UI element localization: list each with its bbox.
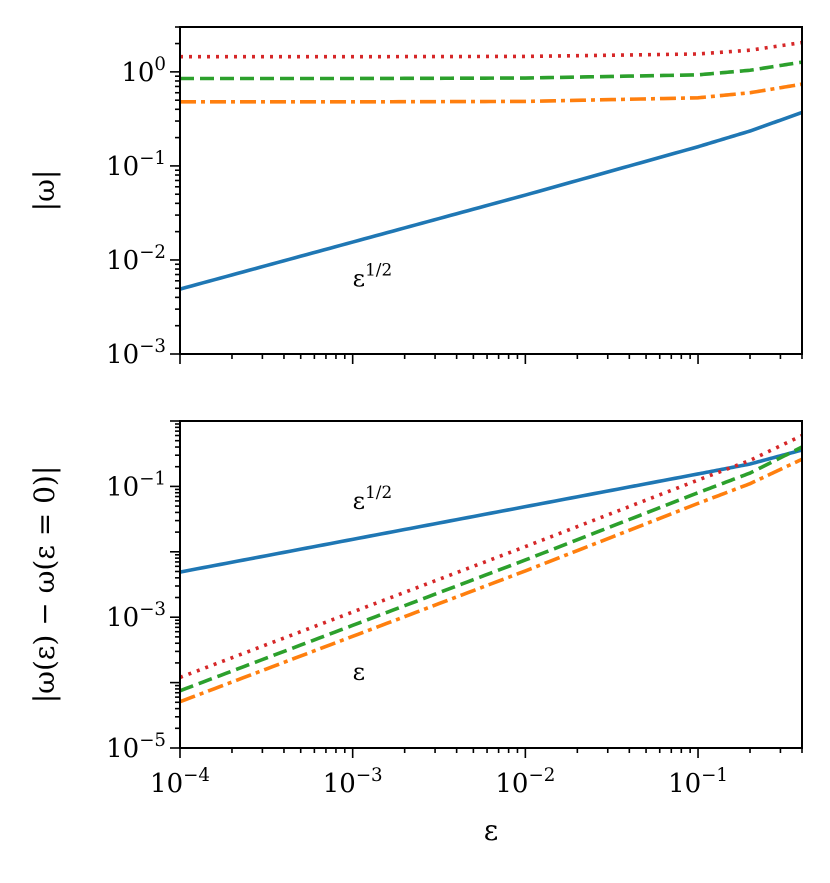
top-annotation: ε1/2 xyxy=(353,260,392,293)
top-y-axis-label: |ω| xyxy=(28,170,61,212)
top-y-tick-label: 10−2 xyxy=(106,242,166,276)
bottom-series-4 xyxy=(180,433,802,680)
top-series-2 xyxy=(180,82,802,104)
bottom-panel: 10−5 10−3 10−1 10−4 10−3 10−2 10−1 |ω(ε) − ω(ε … xyxy=(28,420,803,847)
bottom-y-tick-label: 10−1 xyxy=(106,468,166,502)
bottom-annotation: ε xyxy=(353,658,365,686)
bottom-x-tick-label: 10−4 xyxy=(150,765,210,799)
top-panel: 10−3 10−2 10−1 100 |ω| ε1/2 xyxy=(28,26,803,370)
bottom-series-3 xyxy=(180,445,802,693)
top-y-tick-label: 10−1 xyxy=(106,148,166,182)
bottom-axes-frame xyxy=(179,420,803,749)
bottom-x-tick-label: 10−1 xyxy=(668,765,728,799)
bottom-series-1 xyxy=(180,448,802,574)
bottom-y-axis-label: |ω(ε) − ω(ε = 0)| xyxy=(28,466,61,704)
top-series-3 xyxy=(180,60,802,81)
top-y-tick-label: 10−3 xyxy=(106,336,166,370)
bottom-annotation: ε1/2 xyxy=(353,482,392,515)
bottom-series-2 xyxy=(180,457,802,704)
top-axes-frame xyxy=(179,26,803,355)
top-series-4 xyxy=(180,40,802,59)
bottom-x-tick-label: 10−2 xyxy=(495,765,555,799)
bottom-x-tick-label: 10−3 xyxy=(323,765,383,799)
bottom-y-tick-label: 10−3 xyxy=(106,599,166,633)
bottom-series-group xyxy=(180,433,802,704)
bottom-y-tick-label: 10−5 xyxy=(106,730,166,764)
top-series-group xyxy=(180,40,802,291)
bottom-x-axis-label: ε xyxy=(484,814,499,847)
top-y-tick-label: 100 xyxy=(121,54,166,88)
top-series-1 xyxy=(180,110,802,291)
